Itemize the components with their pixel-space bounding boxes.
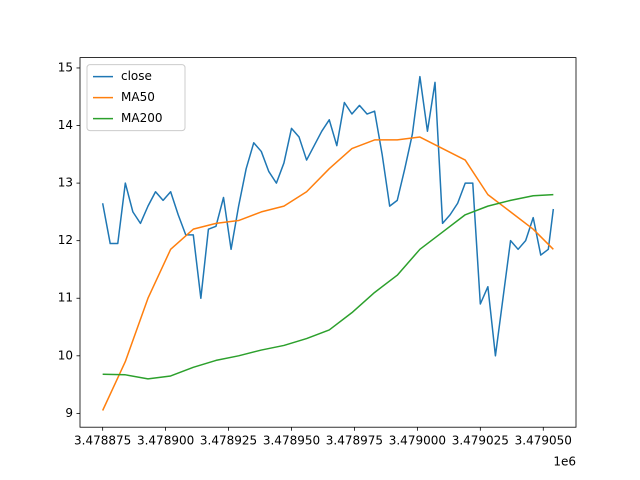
y-tick-label: 9 — [65, 406, 73, 420]
y-tick-label: 12 — [58, 233, 73, 247]
x-tick-label: 3.478875 — [74, 434, 131, 448]
y-tick-label: 10 — [58, 348, 73, 362]
x-tick-label: 3.478900 — [137, 434, 194, 448]
y-tick-label: 11 — [58, 291, 73, 305]
plot-frame — [79, 57, 577, 428]
legend-label: MA50 — [121, 90, 155, 104]
x-tick-label: 3.479025 — [452, 434, 509, 448]
x-tick-label: 3.478975 — [326, 434, 383, 448]
y-tick-label: 14 — [58, 118, 73, 132]
series-line — [101, 136, 554, 411]
series-line — [102, 193, 554, 380]
x-offset-label: 1e6 — [553, 455, 576, 469]
legend-box — [86, 64, 186, 132]
x-tick-label: 3.478925 — [200, 434, 257, 448]
x-tick-label: 3.479000 — [389, 434, 446, 448]
y-tick-label: 15 — [58, 60, 73, 74]
legend-label: close — [121, 69, 152, 83]
x-tick-label: 3.478950 — [263, 434, 320, 448]
series-line — [101, 75, 555, 357]
x-tick-label: 3.479050 — [515, 434, 572, 448]
y-tick-label: 13 — [58, 176, 73, 190]
legend-label: MA200 — [121, 111, 162, 125]
